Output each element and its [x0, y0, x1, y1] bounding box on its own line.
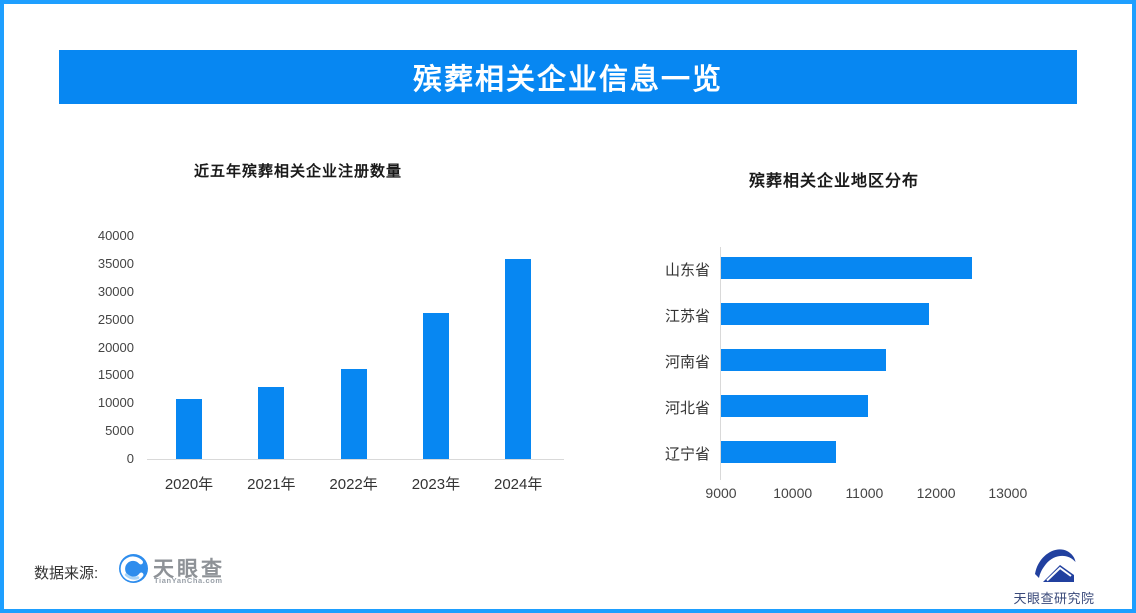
tianyancha-logo: 天眼查 TianYanCha.com — [119, 553, 279, 587]
x-axis-tick-label: 13000 — [988, 485, 1028, 501]
y-axis-tick-label: 25000 — [97, 311, 134, 327]
x-axis-baseline — [147, 459, 564, 460]
tianyancha-domain: TianYanCha.com — [154, 576, 223, 585]
chart-bar — [721, 441, 836, 463]
x-axis-category-label: 2020年 — [164, 476, 214, 493]
y-axis-tick-label: 5000 — [105, 423, 134, 439]
x-axis-tick-label: 11000 — [845, 485, 884, 501]
y-axis-line — [720, 247, 721, 480]
y-axis-tick-label: 40000 — [97, 228, 134, 243]
chart-bar — [422, 312, 449, 459]
chart-bar — [721, 349, 886, 371]
x-axis-category-label: 2021年 — [247, 476, 296, 493]
y-axis-tick-label: 10000 — [97, 395, 134, 411]
x-axis-category-label: 2024年 — [494, 476, 543, 493]
registrations-chart-title: 近五年殡葬相关企业注册数量 — [193, 163, 402, 180]
y-axis-category-label: 河北省 — [664, 400, 710, 417]
y-axis-tick-label: 15000 — [97, 367, 134, 383]
y-axis-category-label: 江苏省 — [664, 308, 710, 325]
chart-bar — [258, 387, 285, 459]
region-distribution-chart: 殡葬相关企业地区分布 山东省江苏省河南省河北省辽宁省 9000 10000 11000… — [624, 154, 1124, 514]
chart-bar — [721, 257, 972, 279]
x-axis-tick-label: 10000 — [773, 485, 813, 501]
y-axis-category-label: 河南省 — [664, 354, 710, 371]
data-source-label: 数据来源: — [34, 565, 99, 582]
tianyancha-eye-icon — [119, 554, 148, 583]
y-axis-category-label: 辽宁省 — [664, 446, 710, 463]
y-axis-tick-label: 0 — [126, 451, 134, 466]
y-axis-category-label: 山东省 — [664, 262, 710, 279]
registrations-chart: 近五年殡葬相关企业注册数量 0 5000 10000 15000 20000 25000 3… — [64, 154, 584, 504]
title-banner: 殡葬相关企业信息一览 — [59, 50, 1077, 104]
chart-bar — [505, 258, 532, 459]
y-axis-tick-label: 35000 — [97, 255, 134, 271]
page-title: 殡葬相关企业信息一览 — [412, 64, 723, 96]
x-axis-category-label: 2022年 — [329, 476, 378, 493]
chart-bar — [176, 398, 202, 459]
tianyancha-wordmark: 天眼查 — [153, 558, 225, 581]
research-institute-logo: 天眼查研究院 — [999, 544, 1109, 606]
chart-bar — [721, 395, 868, 417]
x-axis-tick-label: 12000 — [916, 485, 956, 501]
arc-house-logo-icon — [1031, 544, 1077, 586]
x-axis-category-label: 2023年 — [411, 476, 461, 493]
chart-bar — [340, 369, 367, 459]
research-institute-name: 天眼查研究院 — [1013, 591, 1095, 606]
y-axis-tick-label: 20000 — [97, 339, 134, 355]
x-axis-tick-label: 9000 — [705, 485, 737, 501]
y-axis-tick-label: 30000 — [97, 283, 134, 299]
chart-bar — [721, 303, 929, 325]
region-chart-title: 殡葬相关企业地区分布 — [748, 173, 919, 190]
